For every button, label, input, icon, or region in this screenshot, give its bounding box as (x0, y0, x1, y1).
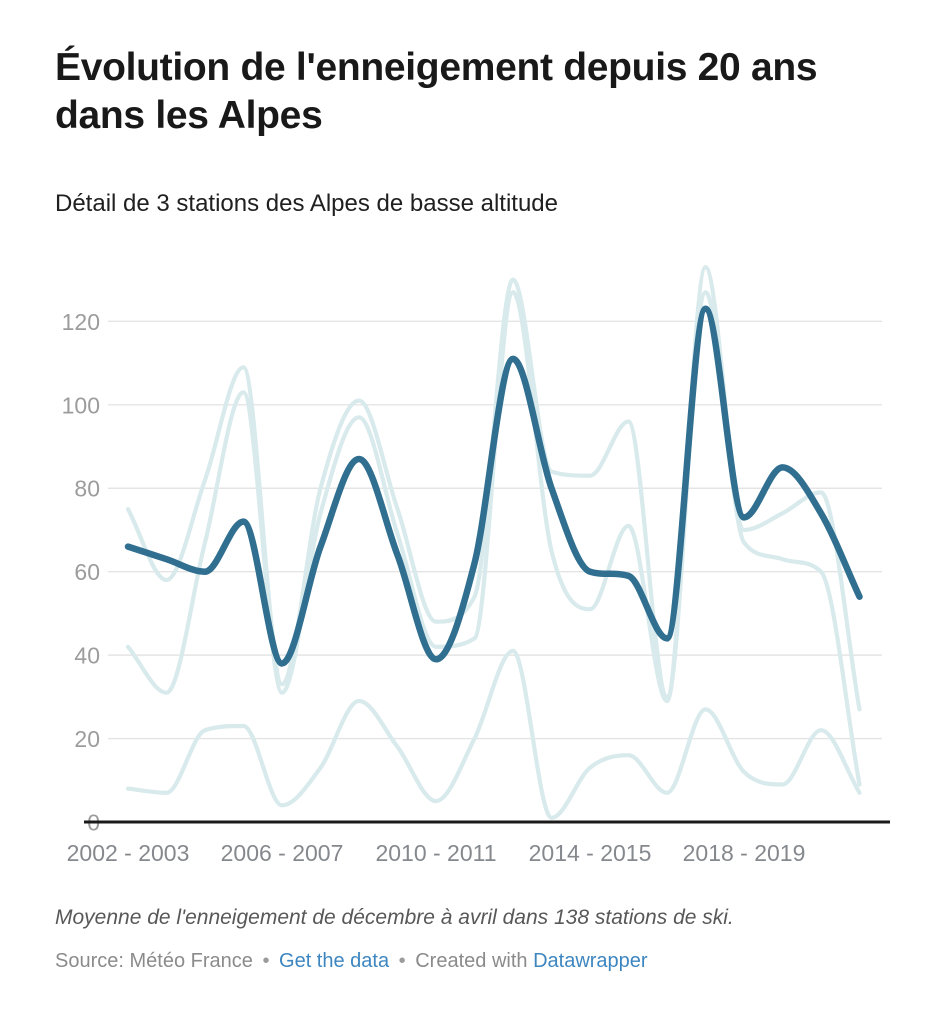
created-with-text: Created with (415, 950, 528, 972)
y-tick-label-40: 40 (74, 643, 100, 669)
x-tick-label-4: 2006 - 2007 (221, 840, 344, 866)
separator-dot: • (398, 950, 406, 972)
series-line-serie-principale-foncee (124, 305, 863, 667)
chart-title: Évolution de l'enneigement depuis 20 ans… (55, 46, 818, 138)
datawrapper-link[interactable]: Datawrapper (533, 950, 648, 972)
chart-footnote: Moyenne de l'enneigement de décembre à a… (55, 906, 734, 929)
series-line-station-basse-altitude-3 (125, 648, 862, 820)
x-tick-label-0: 2002 - 2003 (67, 840, 190, 866)
separator-dot: • (262, 950, 270, 972)
series-line-station-basse-altitude-2 (125, 290, 862, 787)
source-line: Source: Météo France • Get the data • Cr… (55, 950, 648, 973)
chart-subtitle: Détail de 3 stations des Alpes de basse … (55, 190, 558, 217)
x-tick-label-8: 2010 - 2011 (375, 840, 496, 866)
x-tick-label-12: 2014 - 2015 (529, 840, 652, 866)
get-the-data-link[interactable]: Get the data (279, 950, 390, 972)
y-tick-label-20: 20 (74, 726, 100, 752)
source-text: Source: Météo France (55, 950, 253, 972)
x-tick-label-16: 2018 - 2019 (683, 840, 806, 866)
y-tick-label-100: 100 (62, 392, 100, 418)
y-tick-label-120: 120 (62, 309, 100, 335)
y-tick-label-80: 80 (74, 476, 100, 502)
y-tick-label-60: 60 (74, 559, 100, 585)
